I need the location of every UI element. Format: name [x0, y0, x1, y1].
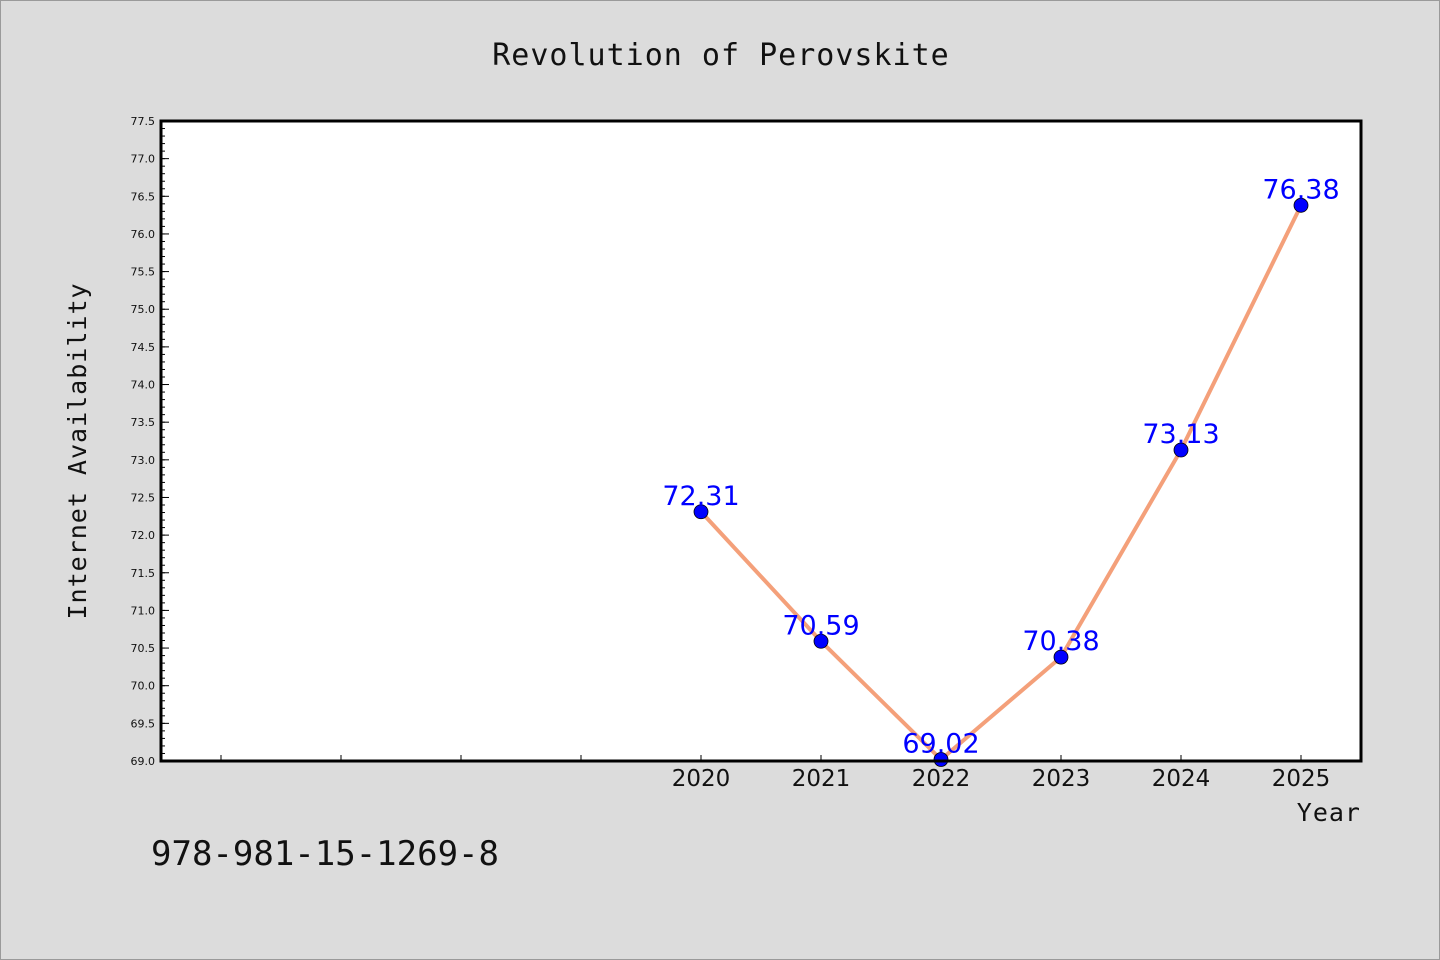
data-label-group: 72.31 70.59 69.02 70.38 73.13 76.38: [662, 174, 1339, 759]
data-point-marker: [1173, 442, 1189, 458]
y-tick-label: 72.5: [131, 491, 156, 504]
y-axis-label: Internet Availability: [63, 282, 92, 619]
y-tick-label: 76.0: [131, 228, 156, 241]
data-point-marker: [933, 752, 949, 767]
chart-title: Revolution of Perovskite: [492, 38, 949, 73]
marker-group: [693, 197, 1309, 767]
y-tick-label: 72.0: [131, 529, 156, 542]
y-tick-label: 75.5: [131, 266, 156, 279]
y-tick-label: 77.0: [131, 153, 156, 166]
series-line: [699, 203, 1303, 762]
series-line-group: [699, 203, 1303, 762]
y-tick-label: 71.0: [131, 604, 156, 617]
data-label: 72.31: [662, 481, 739, 512]
y-tick-label: 69.5: [131, 717, 156, 730]
y-tick-label: 73.5: [131, 416, 156, 429]
data-point-marker: [1053, 649, 1069, 665]
data-label: 76.38: [1262, 174, 1339, 205]
footnote-isbn: 978-981-15-1269-8: [151, 834, 499, 874]
x-tick-label: 2024: [1152, 766, 1211, 792]
y-tick-label: 71.5: [131, 567, 156, 580]
data-label: 69.02: [902, 728, 979, 759]
plot-area: [161, 121, 1361, 761]
y-tick-label: 74.5: [131, 341, 156, 354]
y-tick-label: 75.0: [131, 303, 156, 316]
y-tick-label: 77.5: [131, 115, 156, 128]
data-label: 70.38: [1022, 626, 1099, 657]
x-axis: 2020 2021 2022 2023 2024 2025: [220, 755, 1331, 792]
x-tick-label: 2023: [1032, 766, 1091, 792]
y-tick-label: 76.5: [131, 190, 156, 203]
y-tick-label: 74.0: [131, 379, 156, 392]
y-tick-label: 70.5: [131, 642, 156, 655]
x-axis-label: Year: [1297, 798, 1361, 827]
x-tick-label: 2021: [792, 766, 851, 792]
plot-frame: [159, 119, 1363, 763]
x-tick-label: 2020: [672, 766, 731, 792]
data-point-marker: [693, 504, 709, 520]
data-point-marker: [1293, 197, 1309, 213]
data-label: 73.13: [1142, 419, 1219, 450]
y-tick-label: 69.0: [131, 755, 156, 768]
x-tick-label: 2022: [912, 766, 971, 792]
data-label: 70.59: [782, 610, 859, 641]
y-axis: 69.0 69.5 70.0 70.5 71.0 71.5 72.0 72.5 73.0 73.5…: [131, 115, 169, 768]
x-tick-label: 2025: [1272, 766, 1331, 792]
data-point-marker: [813, 633, 829, 649]
y-tick-label: 73.0: [131, 454, 156, 467]
y-tick-label: 70.0: [131, 680, 156, 693]
